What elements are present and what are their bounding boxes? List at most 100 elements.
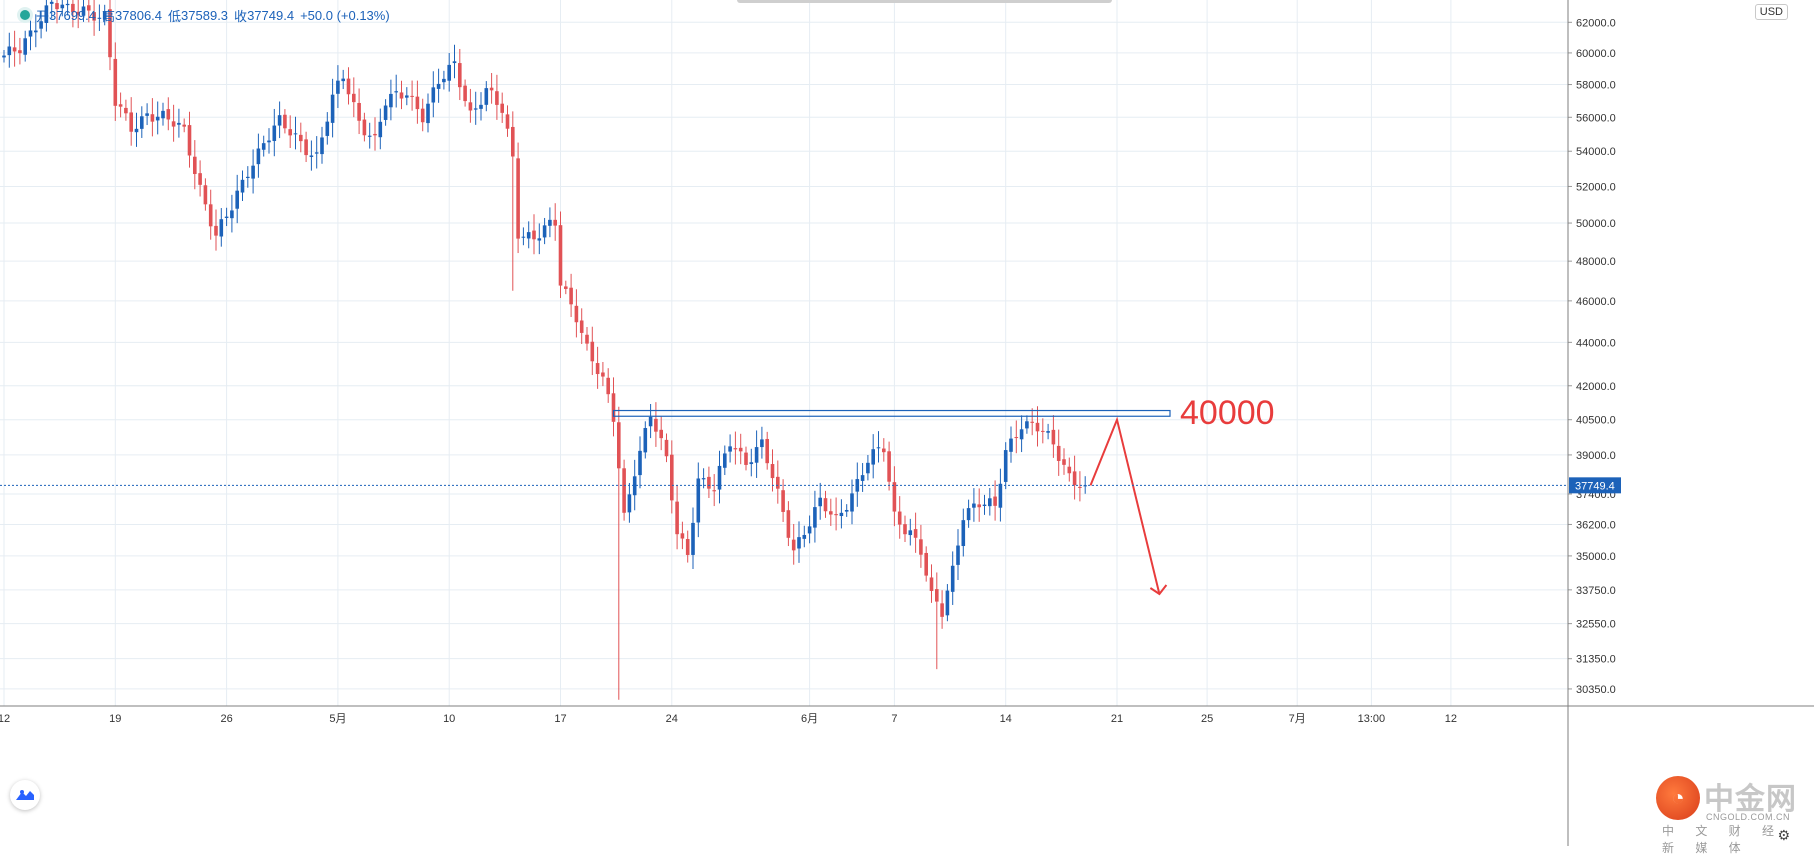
forecast-arrow-path <box>1089 416 1161 595</box>
candle-body <box>463 85 467 102</box>
candle-body <box>988 498 992 507</box>
candle <box>452 44 457 79</box>
candle <box>87 0 91 23</box>
currency-badge[interactable]: USD <box>1754 4 1788 20</box>
candle-body <box>887 451 891 482</box>
candle <box>23 30 27 62</box>
candle-body <box>516 158 520 239</box>
candle <box>606 368 610 403</box>
candle <box>659 416 663 451</box>
candle <box>993 480 997 521</box>
candle-body <box>325 121 330 136</box>
candle <box>261 135 266 157</box>
candle <box>670 440 674 514</box>
candle-body <box>309 155 314 157</box>
candle-body <box>34 30 38 33</box>
candle-body <box>908 530 913 536</box>
candle-body <box>39 21 43 29</box>
candle-body <box>813 507 817 528</box>
candle <box>161 102 165 126</box>
y-tick-label: 39000.0 <box>1576 450 1616 462</box>
x-tick-label: 5月 <box>329 713 346 725</box>
candle <box>950 551 955 605</box>
candle <box>431 71 436 118</box>
candle <box>1009 426 1013 463</box>
candle <box>1072 455 1077 500</box>
candle-body <box>781 490 785 512</box>
candle <box>18 37 22 65</box>
candle-body <box>399 92 404 99</box>
candle <box>155 101 160 135</box>
candle-body <box>1067 466 1072 474</box>
candle-body <box>150 114 155 122</box>
candle-body <box>277 115 282 126</box>
candle <box>314 136 319 169</box>
candle-body <box>882 448 886 453</box>
candle <box>304 131 308 163</box>
candle <box>12 30 17 67</box>
candle <box>129 97 133 146</box>
candle <box>765 431 769 470</box>
candle-body <box>272 125 277 142</box>
candle-body <box>723 453 727 468</box>
last-price-tag <box>1569 477 1621 494</box>
candle <box>1067 457 1072 482</box>
candle-body <box>966 508 971 521</box>
candle-body <box>118 104 123 107</box>
ohlc-open-value: 37699.4 <box>49 7 97 23</box>
grid-lines <box>0 0 1568 706</box>
candle-body <box>12 47 17 52</box>
candle-body <box>129 112 133 132</box>
candle-body <box>521 236 526 238</box>
candle-body <box>696 478 701 523</box>
candle <box>776 460 780 504</box>
ohlc-low-value: 37589.3 <box>181 7 229 23</box>
candle-body <box>214 225 218 236</box>
candle-body <box>770 464 775 479</box>
candle-body <box>1030 421 1034 423</box>
candle-body <box>362 119 367 136</box>
candle-body <box>919 539 923 555</box>
candle-body <box>373 133 377 136</box>
candle <box>733 431 738 465</box>
candle <box>770 449 775 492</box>
candle <box>166 97 171 131</box>
settings-gear-icon[interactable]: ⚙ <box>1777 827 1790 843</box>
candle <box>214 209 218 251</box>
candle <box>701 468 706 489</box>
candle-body <box>511 126 515 157</box>
candle <box>378 108 383 150</box>
watermark: ◔ 中金网 CNGOLD.COM.CN 中 文 财 经 新 媒 体 <box>1656 772 1806 855</box>
watermark-name: 中金网 <box>1704 783 1797 816</box>
arrow-head-icon <box>1149 584 1168 596</box>
candle <box>187 111 192 168</box>
candle <box>118 92 123 118</box>
candle <box>802 525 807 548</box>
y-tick-label: 40500.0 <box>1576 415 1616 427</box>
candle-body <box>219 219 224 237</box>
watermark-domain: CNGOLD.COM.CN <box>1706 812 1791 822</box>
x-tick-label: 14 <box>1000 713 1012 725</box>
candle-body <box>897 511 902 525</box>
y-tick-label: 60000.0 <box>1576 48 1616 60</box>
ohlc-open-label: 开 <box>36 8 50 24</box>
candle <box>394 74 398 108</box>
candle-body <box>1072 471 1077 486</box>
candle-body <box>627 494 632 513</box>
candle-body <box>410 95 414 97</box>
tradingview-logo-icon[interactable] <box>10 780 40 810</box>
candle-body <box>256 148 261 165</box>
top-panel-tab[interactable] <box>737 0 1112 3</box>
y-tick-label: 58000.0 <box>1576 80 1616 92</box>
candle <box>60 0 65 17</box>
candle-body <box>754 447 759 463</box>
candle <box>367 122 372 149</box>
candle <box>919 524 923 568</box>
candle-body <box>182 124 186 127</box>
candle <box>28 15 33 51</box>
candle <box>829 498 833 526</box>
candle <box>373 117 377 151</box>
candle-body <box>558 225 563 286</box>
